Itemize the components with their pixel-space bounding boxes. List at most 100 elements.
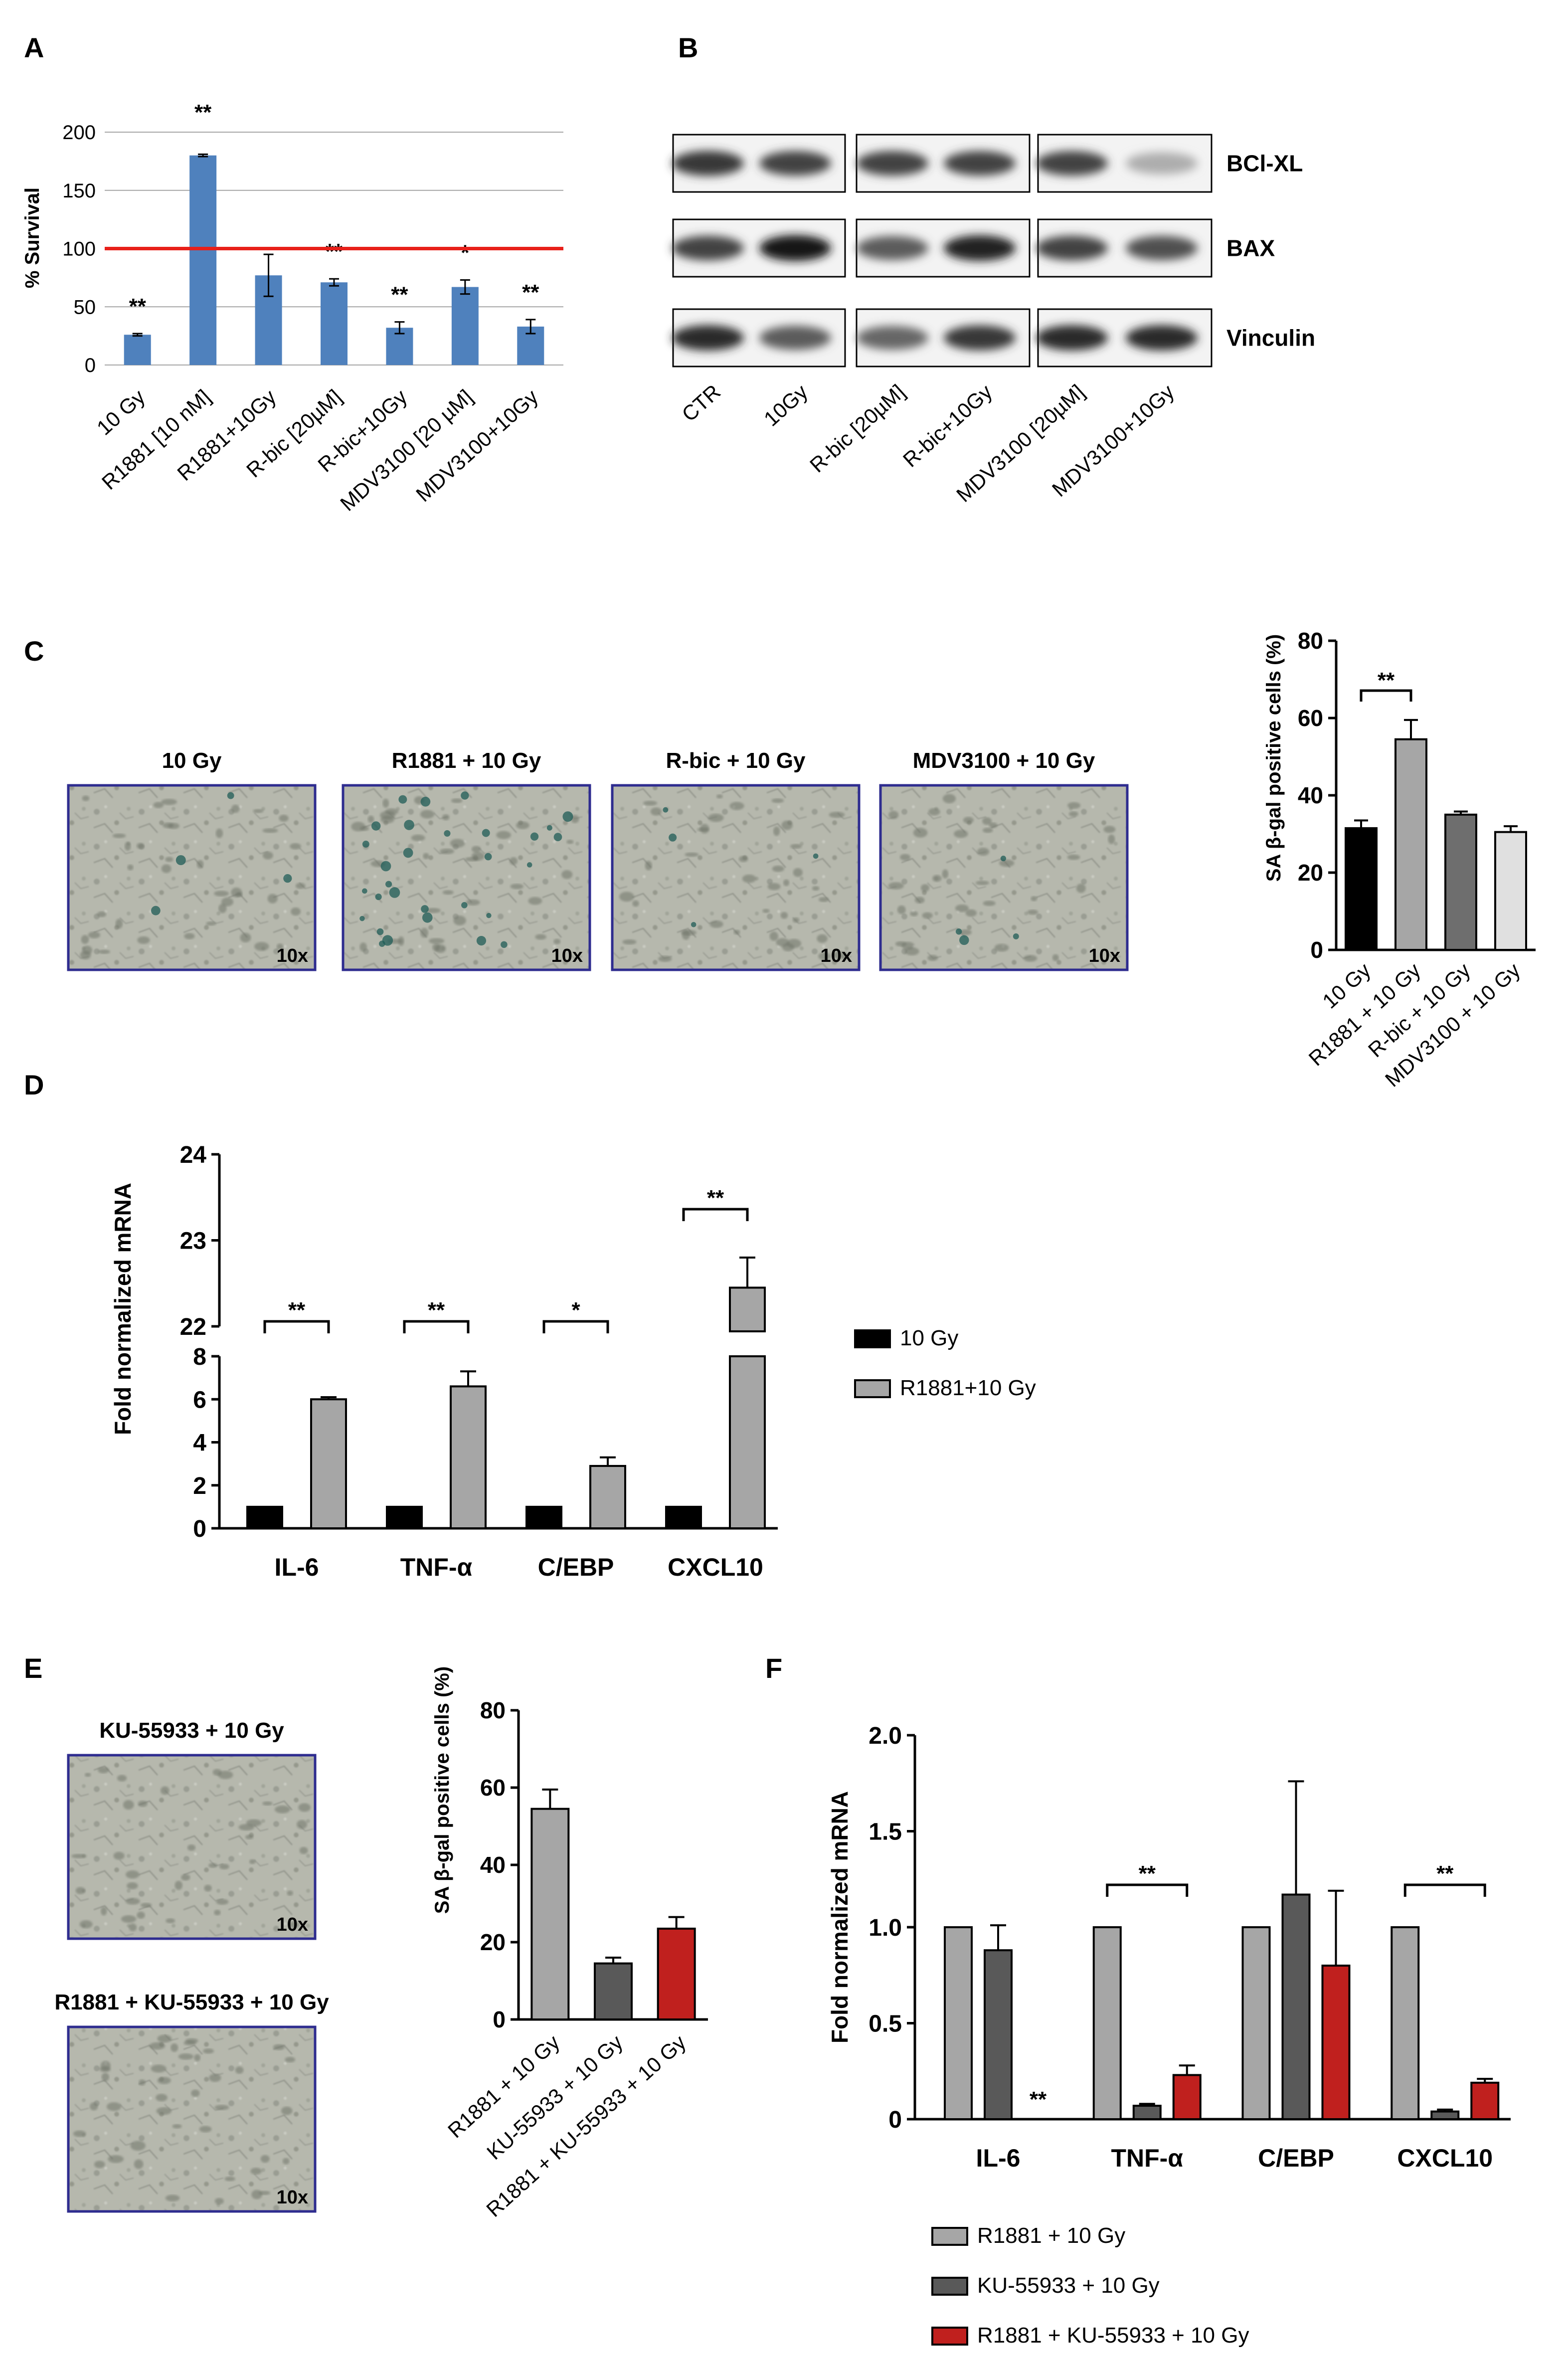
cell-blob	[153, 802, 164, 808]
y-tick-label: 0	[493, 2006, 506, 2032]
cell-blob	[658, 955, 672, 962]
cell-blob	[123, 1800, 134, 1810]
y-tick-label: 0	[193, 1516, 206, 1542]
cell-blob	[249, 1859, 256, 1864]
cell-blob	[622, 939, 637, 945]
cell-blob	[84, 1773, 91, 1777]
sagal-stain-dot	[376, 928, 384, 935]
cell-blob	[910, 911, 918, 916]
sagal-ku-bar	[530, 1808, 570, 2020]
x-tick-label: IL-6	[275, 1553, 319, 1581]
y-tick-label: 0	[888, 2107, 902, 2133]
sagal-stain-dot	[461, 791, 469, 800]
cell-blob	[250, 2168, 262, 2175]
cell-blob	[1108, 834, 1115, 844]
cell-blob	[1103, 826, 1116, 833]
mrna-y-axis-label: Fold normalized mRNA	[110, 1183, 136, 1435]
sagal-bar	[1494, 831, 1527, 951]
sagal-stain-dot	[476, 935, 487, 946]
cell-blob	[553, 938, 561, 944]
sagal-stain-dot	[691, 921, 697, 927]
cell-blob	[221, 897, 234, 907]
cell-blob	[245, 1834, 254, 1839]
cell-blob	[80, 950, 91, 960]
cell-blob	[975, 881, 990, 886]
sagal-stain-dot	[379, 940, 385, 947]
micrograph-border	[67, 784, 317, 971]
survival-y-axis-label: % Survival	[21, 187, 43, 288]
cell-blob	[127, 864, 134, 871]
mrna-ku-bar	[1132, 2105, 1162, 2120]
cell-blob	[136, 843, 145, 849]
cell-blob	[932, 875, 942, 882]
cell-blob	[914, 897, 925, 904]
cell-blob	[792, 917, 800, 923]
cell-blob	[1076, 884, 1086, 893]
cell-blob	[174, 1880, 183, 1890]
cell-blob	[288, 1921, 300, 1928]
cell-blob	[108, 2155, 124, 2163]
cell-blob	[965, 909, 977, 917]
mrna-ku-y-axis-label: Fold normalized mRNA	[827, 1791, 853, 2043]
cell-blob	[214, 2198, 224, 2204]
cell-blob	[262, 828, 278, 833]
sagal-ku-y-axis-label: SA β-gal positive cells (%)	[431, 1666, 453, 1914]
legend-swatch	[854, 1329, 891, 1348]
blot-band	[672, 235, 744, 261]
cell-blob	[298, 1803, 311, 1812]
cell-blob	[281, 2106, 293, 2115]
cell-blob	[913, 828, 928, 838]
sagal-stain-dot	[553, 833, 562, 841]
significance-bracket	[542, 1320, 609, 1333]
cell-blob	[218, 904, 227, 913]
sagal-stain-dot	[371, 821, 381, 831]
sagal-stain-dot	[501, 941, 508, 948]
cell-blob	[88, 931, 101, 938]
panel-f: F Fold normalized mRNA 0 0.5 1.0 1.5 2.0 IL-6…	[765, 1652, 1511, 2348]
cell-blob	[208, 1863, 217, 1868]
cell-blob	[82, 795, 90, 801]
sagal-stain-dot	[403, 848, 413, 858]
sagal-stain-dot	[486, 912, 492, 918]
mrna-ku-bar	[1092, 1926, 1122, 2120]
cell-blob	[262, 851, 273, 860]
cell-blob	[942, 869, 949, 879]
sagal-stain-dot	[526, 862, 532, 868]
cell-blob	[566, 840, 574, 844]
cell-blob	[955, 904, 969, 912]
cell-blob	[439, 848, 455, 854]
mrna-bar-upper	[729, 1286, 766, 1332]
magnification-label: 10x	[821, 945, 852, 966]
significance-marker: **	[428, 1298, 445, 1322]
legend-label: KU-55933 + 10 Gy	[977, 2273, 1160, 2298]
cell-blob	[295, 883, 306, 889]
micrograph-image	[880, 785, 1127, 970]
cell-blob	[219, 1863, 229, 1870]
blot-band	[944, 235, 1016, 261]
sagal-stain-dot	[227, 792, 234, 799]
sagal-stain-dot	[420, 796, 431, 807]
cell-blob	[989, 822, 998, 828]
sagal-stain-dot	[375, 894, 382, 901]
panel-letter-a: A	[24, 32, 44, 63]
y-tick-label: 0	[1310, 937, 1323, 963]
cell-blob	[171, 2043, 178, 2052]
panel-letter-e: E	[24, 1652, 42, 1684]
cell-blob	[71, 1854, 87, 1858]
cell-blob	[81, 935, 89, 944]
significance-marker: **	[1436, 1861, 1454, 1886]
significance-marker: **	[129, 294, 147, 319]
cell-blob	[535, 934, 546, 940]
cell-blob	[420, 927, 428, 938]
cell-blob	[829, 812, 845, 818]
cell-blob	[385, 808, 399, 815]
cell-blob	[782, 943, 794, 951]
legend-swatch	[931, 2277, 968, 2296]
cell-blob	[101, 2072, 110, 2082]
cell-blob	[619, 892, 634, 902]
mrna-bar	[310, 1398, 347, 1529]
y-tick-label: 40	[1298, 782, 1323, 808]
cell-blob	[214, 891, 229, 897]
mrna-ku-bar-chart: 0 0.5 1.0 1.5 2.0 IL-6 TNF-α C/EBP CXCL10 ** ** ** R…	[869, 1723, 1511, 2348]
